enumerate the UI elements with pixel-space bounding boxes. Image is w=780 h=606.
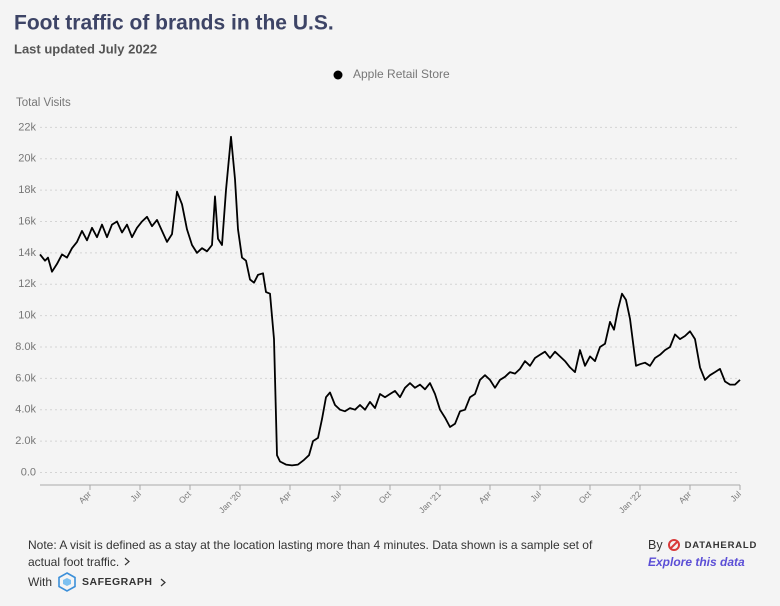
safegraph-icon	[58, 572, 76, 592]
explore-link[interactable]: Explore this data	[648, 555, 745, 569]
x-tick-label: Jan '20	[217, 489, 243, 515]
y-tick-label: 12k	[18, 278, 36, 290]
y-tick-label: 14k	[18, 247, 36, 259]
y-tick-label: 4.0k	[15, 404, 36, 416]
chart: Foot traffic of brands in the U.S. Last …	[14, 12, 743, 516]
by-text: By	[648, 538, 663, 552]
note: Note: A visit is defined as a stay at th…	[28, 537, 608, 571]
x-tick-label: Jul	[728, 489, 743, 504]
y-tick-label: 2.0k	[15, 435, 36, 447]
dataherald-icon	[667, 539, 680, 551]
y-tick-label: 8.0k	[15, 341, 36, 353]
chevron	[124, 557, 130, 566]
x-tick-label: Oct	[177, 488, 194, 505]
y-tick-label: 10k	[18, 310, 36, 322]
legend-marker	[333, 70, 343, 80]
partner-name: SAFEGRAPH	[82, 576, 153, 588]
x-tick-label: Apr	[477, 489, 494, 506]
y-tick-label: 18k	[18, 184, 36, 196]
chevron	[161, 578, 167, 586]
x-tick-label: Jul	[328, 489, 343, 504]
x-tick-label: Oct	[377, 488, 394, 505]
chart-title: Foot traffic of brands in the U.S.	[14, 12, 334, 35]
data-line	[39, 135, 741, 467]
brand-name: DATAHERALD	[684, 539, 758, 551]
y-tick-label: 0.0	[21, 466, 36, 478]
y-tick-label: 22k	[18, 121, 36, 133]
y-tick-label: 16k	[18, 215, 36, 227]
x-tick-label: Jan '21	[417, 489, 443, 515]
x-tick-label: Oct	[577, 488, 594, 505]
x-tick-label: Jul	[128, 489, 143, 504]
note-text: Note: A visit is defined as a stay at th…	[28, 538, 593, 569]
legend-label: Apple Retail Store	[353, 67, 450, 81]
y-tick-label: 20k	[18, 153, 36, 165]
x-tick-label: Apr	[677, 489, 694, 506]
x-tick-label: Apr	[77, 489, 94, 506]
with-text: With	[28, 575, 52, 589]
y-axis-label: Total Visits	[16, 97, 71, 109]
x-tick-label: Jan '22	[617, 489, 643, 515]
x-tick-label: Apr	[277, 489, 294, 506]
x-tick-label: Jul	[528, 489, 543, 504]
chart-subtitle: Last updated July 2022	[14, 41, 157, 56]
y-tick-label: 6.0k	[15, 372, 36, 384]
byline: By DATAHERALD	[648, 538, 757, 552]
partner-row[interactable]: With SAFEGRAPH	[28, 572, 168, 592]
